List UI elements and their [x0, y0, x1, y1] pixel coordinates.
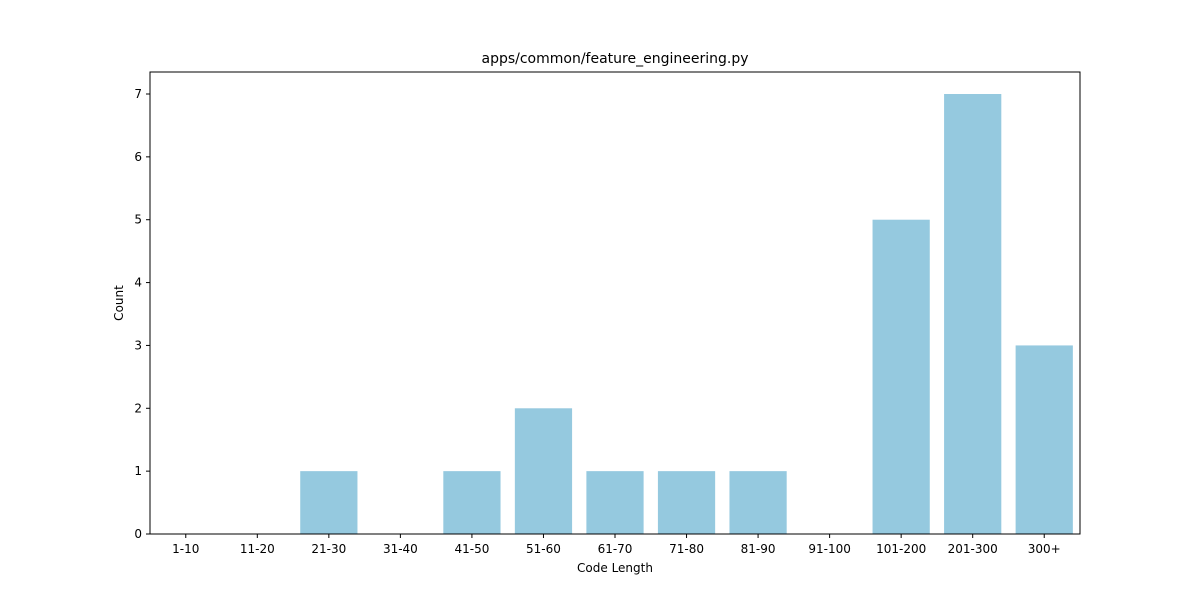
bar-61-70: [586, 471, 644, 534]
y-tick-label: 5: [134, 213, 142, 227]
x-tick-label: 300+: [1028, 542, 1061, 556]
bar-71-80: [657, 471, 716, 534]
x-tick-label: 21-30: [311, 542, 346, 556]
x-tick-label: 41-50: [454, 542, 489, 556]
x-tick-label: 11-20: [240, 542, 275, 556]
bar-201-300: [944, 94, 1002, 534]
x-tick-label: 71-80: [669, 542, 704, 556]
x-tick-label: 31-40: [383, 542, 418, 556]
bar-41-50: [443, 471, 501, 534]
x-tick-label: 51-60: [526, 542, 561, 556]
x-tick-label: 91-100: [808, 542, 851, 556]
x-axis-title: Code Length: [577, 561, 653, 575]
y-tick-label: 2: [134, 401, 142, 415]
x-tick-label: 61-70: [598, 542, 633, 556]
bar-300+: [1015, 345, 1073, 534]
y-axis-title: Count: [112, 285, 126, 321]
y-tick-label: 1: [134, 464, 142, 478]
bar-81-90: [729, 471, 787, 534]
plot-frame: [149, 71, 1081, 535]
chart-title: apps/common/feature_engineering.py: [482, 51, 749, 67]
y-axis: 0 1 2 3 4 5 6 7: [134, 87, 150, 541]
y-tick-label: 4: [134, 276, 142, 290]
y-tick-label: 0: [134, 527, 142, 541]
x-tick-label: 81-90: [741, 542, 776, 556]
x-tick-label: 201-300: [948, 542, 998, 556]
bar-21-30: [300, 471, 358, 534]
bar-51-60: [514, 408, 573, 534]
y-tick-label: 7: [134, 87, 142, 101]
bar-101-200: [872, 219, 930, 534]
x-tick-label: 101-200: [876, 542, 926, 556]
x-axis: 1-10 11-20 21-30 31-40 41-50 51-60 61-70 71-80 8…: [172, 534, 1061, 556]
x-tick-label: 1-10: [172, 542, 199, 556]
y-tick-label: 6: [134, 150, 142, 164]
bars-layer: [300, 94, 1073, 534]
y-tick-label: 3: [134, 338, 142, 352]
